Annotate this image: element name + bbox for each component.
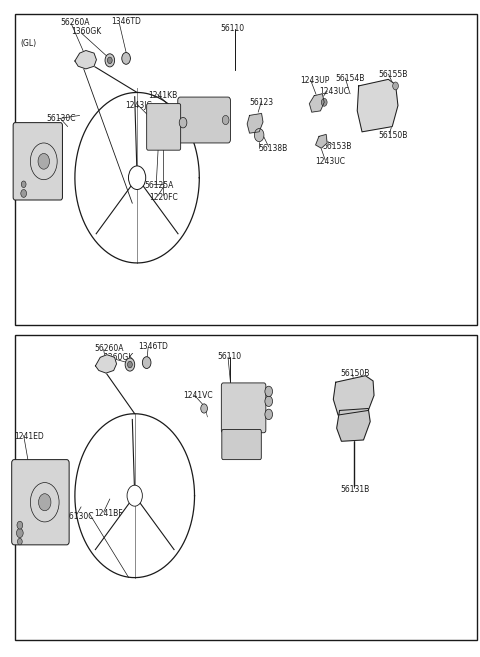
Text: 56130C: 56130C [46, 114, 76, 124]
Polygon shape [75, 51, 96, 69]
Circle shape [17, 521, 23, 529]
Bar [15, 14, 477, 325]
Text: 1360GK: 1360GK [72, 27, 102, 36]
Circle shape [125, 358, 135, 371]
Text: (GL): (GL) [21, 39, 37, 48]
Text: 56110: 56110 [217, 351, 241, 361]
FancyBboxPatch shape [222, 430, 261, 460]
Text: 56154B: 56154B [336, 74, 365, 83]
Text: 1241KB: 1241KB [148, 91, 177, 101]
Text: 56110: 56110 [221, 24, 245, 33]
Circle shape [38, 493, 51, 510]
Text: 56153B: 56153B [323, 142, 352, 150]
Text: 56130C: 56130C [64, 512, 94, 521]
Circle shape [201, 404, 207, 413]
Circle shape [21, 181, 26, 187]
Text: 56138B: 56138B [258, 144, 288, 152]
Circle shape [127, 485, 143, 506]
Circle shape [128, 361, 132, 368]
Text: 56149: 56149 [169, 104, 193, 114]
Circle shape [129, 166, 146, 189]
Polygon shape [357, 79, 398, 132]
Circle shape [16, 528, 23, 537]
Text: 1241EC: 1241EC [14, 142, 43, 150]
FancyBboxPatch shape [178, 97, 230, 143]
Bar [15, 335, 477, 640]
FancyBboxPatch shape [147, 104, 180, 150]
Polygon shape [316, 135, 327, 148]
FancyBboxPatch shape [12, 460, 69, 545]
Text: 56131B: 56131B [340, 485, 370, 493]
Circle shape [265, 386, 273, 397]
Text: 56155C: 56155C [225, 394, 254, 403]
Text: 1243JC: 1243JC [125, 101, 152, 110]
Text: 1241VC: 1241VC [183, 391, 213, 400]
Text: 56260A: 56260A [60, 18, 90, 28]
Polygon shape [96, 355, 117, 373]
Text: 56260A: 56260A [94, 344, 123, 353]
Text: 56123: 56123 [250, 98, 274, 107]
Circle shape [393, 82, 398, 90]
Text: 56150B: 56150B [379, 131, 408, 139]
Text: 56125A: 56125A [144, 181, 174, 190]
Circle shape [108, 57, 112, 64]
Text: 1243LP: 1243LP [40, 509, 68, 518]
Text: 1360GK: 1360GK [104, 353, 134, 362]
Polygon shape [310, 94, 324, 112]
Text: C: C [103, 361, 107, 367]
Circle shape [222, 116, 229, 125]
Text: 1243UP: 1243UP [300, 76, 329, 85]
Circle shape [21, 189, 26, 197]
Circle shape [322, 99, 327, 106]
Text: 1241BF: 1241BF [94, 509, 123, 518]
Circle shape [265, 409, 273, 420]
FancyBboxPatch shape [221, 383, 266, 433]
Polygon shape [247, 114, 263, 133]
Polygon shape [336, 409, 370, 442]
Circle shape [17, 538, 22, 545]
FancyBboxPatch shape [13, 123, 62, 200]
Circle shape [143, 357, 151, 369]
Text: 1346TD: 1346TD [139, 342, 168, 351]
Text: 56150B: 56150B [340, 369, 370, 378]
Text: 1243UC: 1243UC [316, 157, 346, 166]
Circle shape [179, 118, 187, 128]
Text: 1346TD: 1346TD [111, 17, 141, 26]
Circle shape [265, 396, 273, 407]
Text: 1241ED: 1241ED [14, 432, 44, 442]
Circle shape [38, 154, 49, 170]
Polygon shape [333, 376, 374, 415]
Text: 56155B: 56155B [379, 70, 408, 79]
Circle shape [254, 129, 264, 142]
Text: 1243UC: 1243UC [319, 87, 349, 96]
Text: C: C [83, 57, 87, 62]
Circle shape [105, 54, 115, 67]
Circle shape [122, 53, 131, 64]
Text: 1220FC: 1220FC [149, 193, 178, 202]
